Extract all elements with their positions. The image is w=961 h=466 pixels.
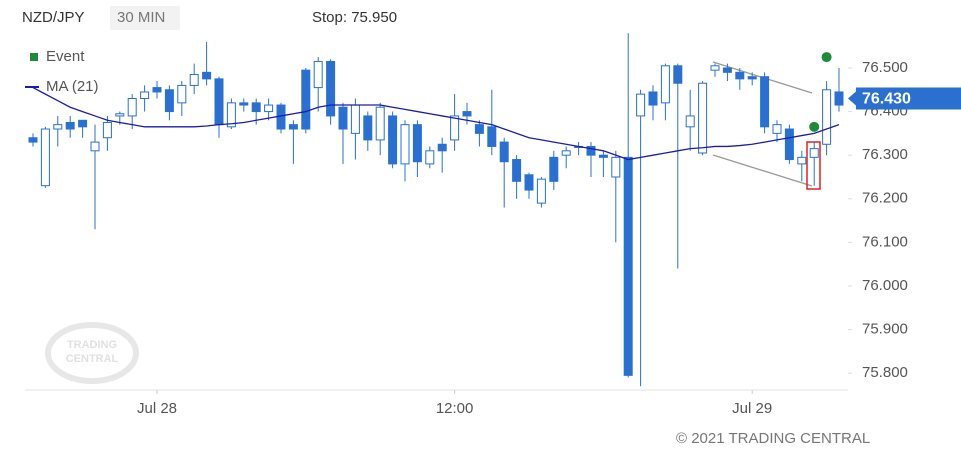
legend-ma-label: MA (21) [46, 78, 99, 95]
candle-body [40, 128, 50, 187]
symbol: NZD/JPY [22, 9, 85, 26]
candle-body [673, 65, 683, 84]
candle-body [834, 91, 844, 106]
candle-body [425, 150, 435, 165]
candle-body [251, 102, 261, 113]
candle-body [115, 113, 125, 117]
candle-body [710, 65, 720, 71]
candle-body [102, 121, 112, 139]
interval: 30 MIN [117, 9, 165, 26]
y-tick-label: 76.300 [862, 146, 908, 163]
ma-line [32, 87, 840, 161]
candle-body [288, 124, 298, 130]
candle-body [65, 121, 75, 130]
highlight-box [806, 141, 821, 190]
candle-body [239, 102, 249, 106]
event-dot [809, 121, 820, 132]
y-tick-label: 76.500 [862, 59, 908, 76]
last-price-box [856, 87, 961, 110]
candle-body [350, 104, 360, 134]
candle-body [226, 102, 236, 128]
candle-body [338, 106, 348, 130]
candle-body [524, 174, 534, 191]
y-tick-label: 76.000 [862, 277, 908, 294]
legend-event-label: Event [46, 48, 85, 65]
candle-body [28, 137, 38, 143]
candle-body [474, 124, 484, 134]
x-tick-label: Jul 28 [137, 400, 177, 417]
candle-body [177, 84, 187, 104]
candle-body [760, 76, 770, 128]
channel-line [712, 154, 813, 187]
candle-body [437, 143, 447, 152]
candle-body [375, 106, 385, 141]
watermark-text: TRADING [67, 339, 117, 351]
candle-body [326, 60, 336, 117]
candle-body [450, 115, 460, 141]
last-price-arrow [848, 91, 856, 106]
y-tick-label: 76.100 [862, 233, 908, 250]
candle-body [53, 124, 63, 130]
candle-body [636, 93, 646, 117]
watermark-text: CENTRAL [66, 353, 119, 365]
candle-body [797, 156, 807, 165]
y-tick-label: 75.900 [862, 321, 908, 338]
candle-body [747, 76, 757, 80]
candle-body [648, 91, 658, 106]
candle-body [164, 89, 174, 113]
candle-body [611, 156, 621, 178]
candle-body [735, 71, 745, 80]
candle-body [722, 67, 732, 73]
candle-body [140, 91, 150, 99]
candle-body [499, 141, 509, 163]
candle-body [784, 128, 794, 161]
y-tick-label: 75.800 [862, 364, 908, 381]
candle-body [214, 78, 224, 126]
legend-event-swatch [30, 53, 38, 61]
candle-body [685, 115, 695, 128]
candle-body [388, 115, 398, 165]
candle-body [127, 97, 137, 117]
candle-body [623, 156, 633, 376]
candle-body [698, 82, 708, 154]
candle-body [561, 150, 571, 156]
candle-body [822, 89, 832, 145]
candle-body [313, 60, 323, 89]
copyright: © 2021 TRADING CENTRAL [676, 430, 870, 447]
candle-body [549, 156, 559, 182]
candle-body [189, 74, 199, 86]
candle-body [90, 141, 100, 152]
watermark: TRADING CENTRAL [45, 322, 139, 384]
candle-body [363, 115, 373, 141]
candle-body [152, 87, 162, 93]
candle-body [598, 154, 608, 158]
candle-body [462, 111, 472, 117]
candle-body [536, 178, 546, 204]
stop-level: Stop: 75.950 [312, 9, 397, 26]
y-tick-label: 76.200 [862, 190, 908, 207]
candle-body [400, 124, 410, 165]
interval-badge [110, 6, 180, 30]
candle-body [301, 69, 311, 130]
x-tick-label: Jul 29 [732, 400, 772, 417]
candle-body [660, 65, 670, 104]
last-price-label: 76.430 [862, 91, 911, 108]
candle-body [809, 148, 819, 158]
candle-body [772, 124, 782, 134]
candle-body [412, 124, 422, 163]
candle-body [264, 104, 274, 113]
candle-body [586, 145, 596, 156]
candle-body [487, 126, 497, 147]
event-dot [821, 52, 832, 63]
candle-body [202, 71, 212, 80]
candle-body [512, 159, 522, 182]
candle-body [78, 119, 88, 128]
x-tick-label: 12:00 [436, 400, 474, 417]
